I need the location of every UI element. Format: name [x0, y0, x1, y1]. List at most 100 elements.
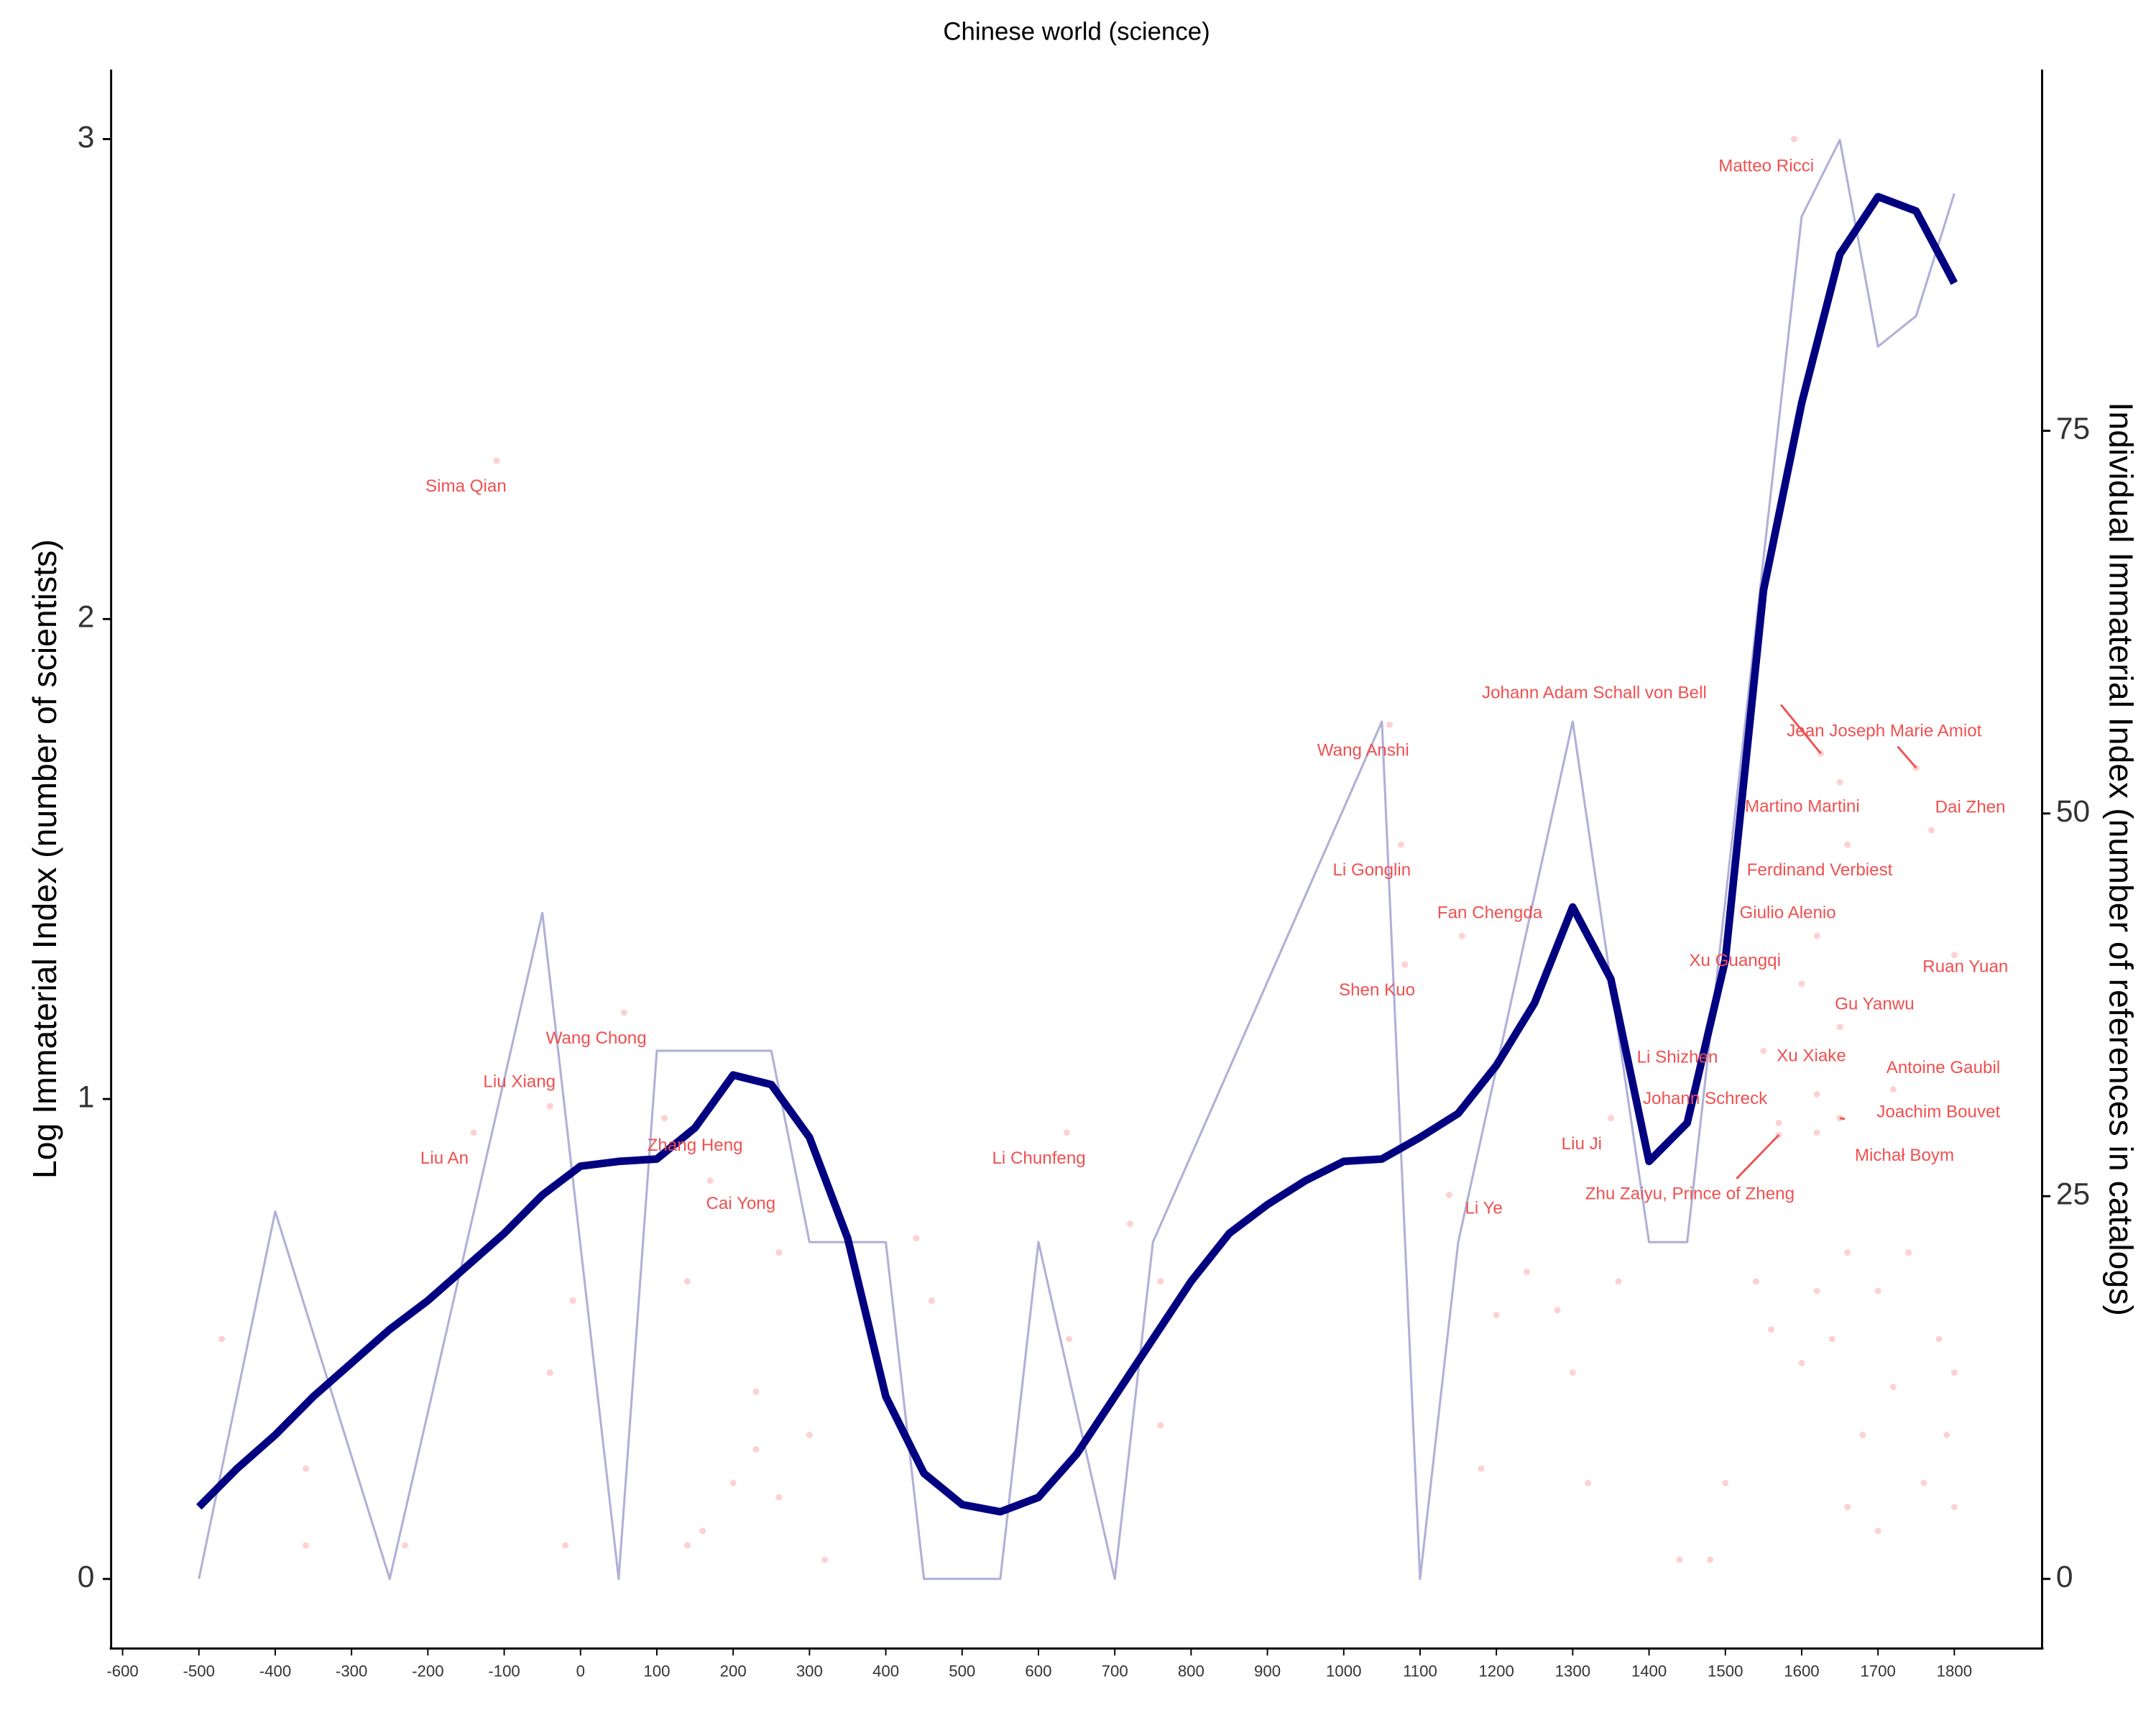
- point: [1950, 1369, 1958, 1376]
- x-tick-label: 300: [796, 1662, 823, 1680]
- point: [1950, 952, 1958, 959]
- point: [1397, 841, 1404, 848]
- point-label: Johann Adam Schall von Bell: [1482, 683, 1707, 702]
- x-tick-label: 1500: [1708, 1662, 1743, 1680]
- point: [1813, 932, 1820, 939]
- point: [1676, 1556, 1683, 1563]
- point-label: Joachim Bouvet: [1876, 1102, 2000, 1121]
- point: [1126, 1220, 1133, 1228]
- point: [1874, 1287, 1881, 1294]
- point-label: Dai Zhen: [1935, 798, 2006, 817]
- point: [1493, 1312, 1500, 1318]
- point-label: Li Ye: [1465, 1198, 1502, 1218]
- point: [493, 457, 500, 464]
- point: [1524, 1268, 1531, 1275]
- point: [1935, 1335, 1943, 1343]
- point: [470, 1129, 477, 1136]
- point: [1157, 1278, 1164, 1285]
- point: [1828, 1335, 1835, 1343]
- point: [806, 1432, 813, 1438]
- smoothed-line: [195, 193, 1958, 1516]
- point: [1478, 1465, 1485, 1472]
- point: [1905, 1249, 1912, 1256]
- point: [1790, 136, 1797, 142]
- point-label: Antoine Gaubil: [1886, 1058, 2000, 1077]
- point: [546, 1369, 553, 1376]
- point: [1569, 1369, 1576, 1376]
- x-tick-label: 1600: [1784, 1662, 1819, 1680]
- point: [218, 1335, 226, 1343]
- x-tick-label: 700: [1102, 1662, 1128, 1680]
- point: [928, 1297, 935, 1304]
- x-tick-label: 1700: [1860, 1662, 1895, 1680]
- point: [1066, 1335, 1072, 1343]
- x-tick-label: 600: [1025, 1662, 1051, 1680]
- y2-tick-label: 0: [2056, 1560, 2073, 1594]
- point: [1844, 841, 1851, 848]
- point: [1722, 1479, 1729, 1486]
- y2-tick-label: 75: [2056, 412, 2090, 446]
- x-tick-label: -100: [488, 1662, 520, 1680]
- y2-tick-label: 25: [2056, 1177, 2090, 1211]
- point: [1813, 1090, 1820, 1098]
- point: [303, 1542, 309, 1549]
- x-tick-label: 1300: [1555, 1662, 1590, 1680]
- x-tick-label: 200: [720, 1662, 747, 1680]
- point: [1585, 1479, 1592, 1486]
- point-label: Martino Martini: [1745, 797, 1860, 816]
- point: [684, 1542, 691, 1549]
- label-leader: [1897, 745, 1917, 769]
- point: [1874, 1527, 1881, 1535]
- point: [1813, 1287, 1820, 1294]
- point: [699, 1527, 706, 1535]
- x-tick-label: 900: [1254, 1662, 1281, 1680]
- point: [1798, 1359, 1805, 1366]
- y2-axis-title: Individual Immaterial Index (number of r…: [2103, 402, 2140, 1316]
- point: [821, 1556, 829, 1563]
- point: [1760, 1047, 1767, 1054]
- point: [684, 1278, 691, 1285]
- point: [1615, 1278, 1622, 1285]
- x-tick-label: -400: [259, 1662, 291, 1680]
- point: [1928, 827, 1935, 834]
- point: [1798, 980, 1805, 988]
- point-label: Cai Yong: [706, 1194, 775, 1213]
- y-axis-title: Log Immaterial Index (number of scientis…: [26, 539, 63, 1179]
- point: [1889, 1086, 1897, 1093]
- point-label: Liu Ji: [1562, 1134, 1602, 1154]
- x-tick-label: 1400: [1631, 1662, 1667, 1680]
- point: [1844, 1249, 1851, 1256]
- point: [775, 1249, 783, 1256]
- x-tick-label: 1200: [1478, 1662, 1514, 1680]
- point-label: Michał Boym: [1855, 1146, 1954, 1165]
- point: [1844, 1504, 1851, 1511]
- point: [569, 1297, 576, 1304]
- point-label: Shen Kuo: [1339, 980, 1415, 1000]
- point: [1458, 932, 1465, 939]
- label-leader: [1839, 1117, 1846, 1121]
- point: [402, 1542, 408, 1549]
- x-tick-label: 500: [949, 1662, 975, 1680]
- point-label: Wang Chong: [546, 1029, 647, 1048]
- y2-tick-label: 50: [2056, 794, 2090, 829]
- point: [1401, 961, 1409, 968]
- point-label: Wang Anshi: [1317, 740, 1409, 760]
- y-tick-label: 0: [78, 1560, 95, 1594]
- y-tick-label: 3: [78, 120, 95, 155]
- point: [1157, 1422, 1164, 1429]
- x-tick-label: 0: [576, 1662, 585, 1680]
- point-label: Li Chunfeng: [992, 1149, 1085, 1168]
- point-label: Johann Schreck: [1643, 1089, 1768, 1108]
- count-line: [198, 139, 1955, 1581]
- x-tick-label: 1800: [1937, 1662, 1972, 1680]
- point-label: Jean Joseph Marie Amiot: [1787, 721, 1981, 740]
- point: [1859, 1432, 1866, 1438]
- point: [752, 1446, 760, 1453]
- point: [1554, 1307, 1561, 1314]
- point: [1445, 1192, 1452, 1199]
- x-tick-label: 100: [643, 1662, 670, 1680]
- point: [1752, 1278, 1759, 1285]
- point: [1920, 1479, 1927, 1486]
- point: [1836, 1024, 1843, 1031]
- x-tick-label: 1000: [1326, 1662, 1361, 1680]
